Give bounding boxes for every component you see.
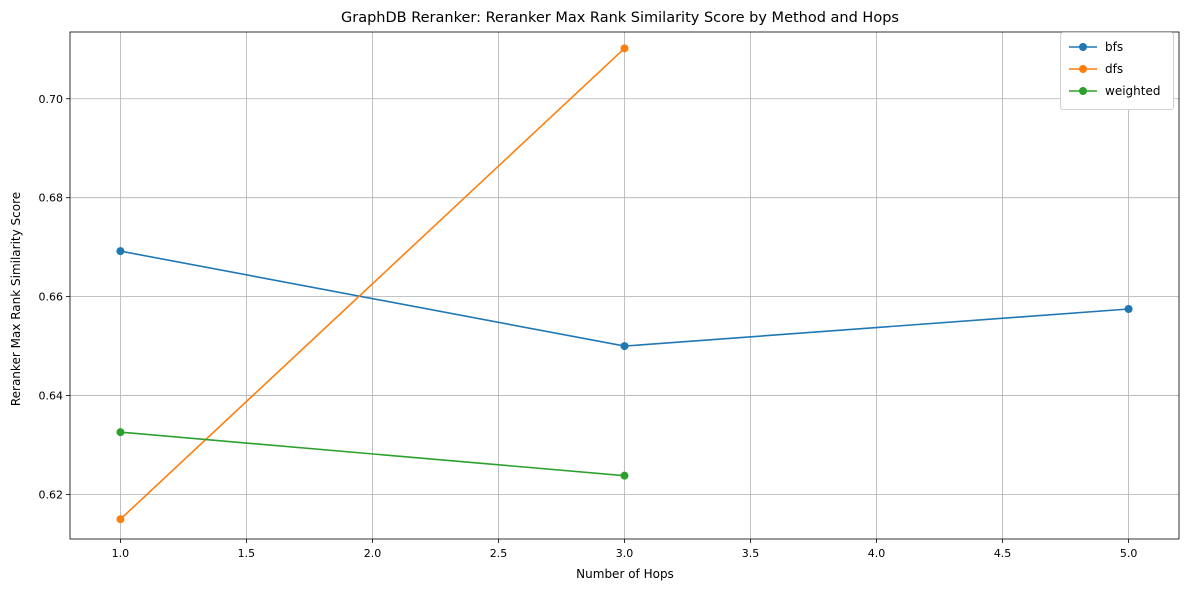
y-tick-label: 0.64 bbox=[39, 390, 64, 403]
legend-label-dfs: dfs bbox=[1105, 62, 1123, 76]
chart-title: GraphDB Reranker: Reranker Max Rank Simi… bbox=[341, 10, 899, 26]
x-tick-label: 2.0 bbox=[364, 547, 382, 560]
series-lines bbox=[116, 44, 1133, 524]
grid-lines bbox=[70, 32, 1179, 539]
data-point-bfs bbox=[1124, 304, 1133, 313]
data-point-weighted bbox=[620, 471, 629, 480]
data-point-dfs bbox=[620, 44, 629, 53]
x-tick-label: 4.5 bbox=[994, 547, 1012, 560]
series-line-dfs bbox=[119, 47, 626, 520]
data-point-bfs bbox=[620, 342, 629, 351]
legend-label-bfs: bfs bbox=[1105, 40, 1123, 54]
y-tick-label: 0.68 bbox=[39, 192, 64, 205]
x-axis-label: Number of Hops bbox=[576, 567, 674, 581]
y-tick-label: 0.66 bbox=[39, 291, 64, 304]
x-tick-label: 3.0 bbox=[616, 547, 634, 560]
legend-label-weighted: weighted bbox=[1105, 84, 1160, 98]
y-tick-label: 0.70 bbox=[39, 93, 64, 106]
legend-entries: bfs dfs weighted bbox=[1069, 40, 1160, 98]
legend-marker-weighted bbox=[1079, 87, 1087, 95]
legend: bfs dfs weighted bbox=[1060, 32, 1174, 110]
data-point-bfs bbox=[116, 247, 125, 256]
x-tick-label: 4.0 bbox=[868, 547, 886, 560]
axis-ticks: 1.0 1.5 2.0 2.5 3.0 3.5 4.0 4.5 5.0 0.62 0.64 0.66 0… bbox=[39, 93, 1138, 560]
x-tick-label: 5.0 bbox=[1120, 547, 1138, 560]
series-line-weighted bbox=[120, 431, 625, 477]
legend-marker-bfs bbox=[1079, 43, 1087, 51]
x-tick-label: 3.5 bbox=[742, 547, 760, 560]
data-point-dfs bbox=[116, 515, 125, 524]
x-tick-label: 1.0 bbox=[112, 547, 130, 560]
legend-marker-dfs bbox=[1079, 65, 1087, 73]
y-tick-label: 0.62 bbox=[39, 488, 64, 501]
x-tick-label: 2.5 bbox=[490, 547, 508, 560]
x-tick-label: 1.5 bbox=[238, 547, 256, 560]
data-point-weighted bbox=[116, 428, 125, 437]
y-axis-label: Reranker Max Rank Similarity Score bbox=[9, 192, 23, 406]
